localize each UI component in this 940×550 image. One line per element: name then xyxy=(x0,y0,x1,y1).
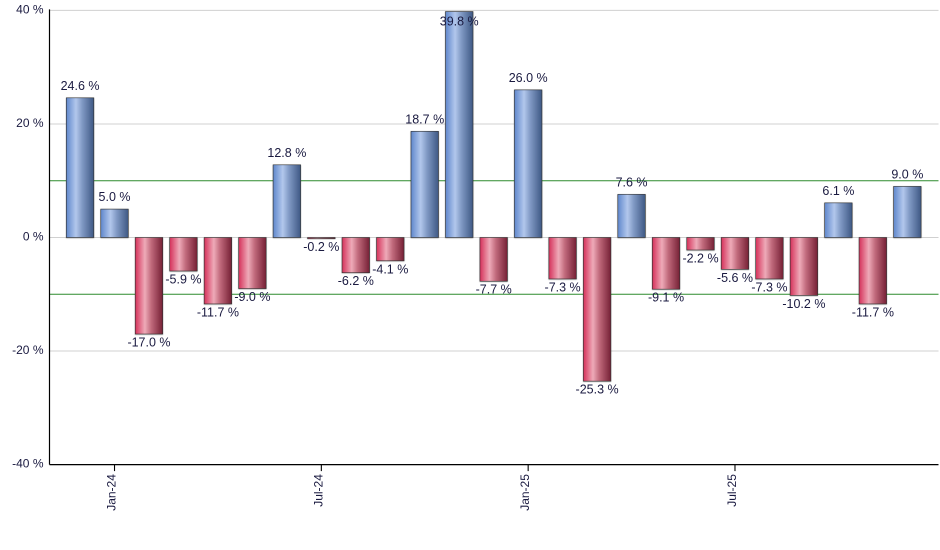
svg-text:9.0 %: 9.0 % xyxy=(891,167,923,181)
svg-text:6.1 %: 6.1 % xyxy=(822,184,854,198)
svg-text:12.8 %: 12.8 % xyxy=(267,146,306,160)
svg-text:-7.7 %: -7.7 % xyxy=(476,283,512,297)
svg-text:5.0 %: 5.0 % xyxy=(99,190,131,204)
svg-text:Jan-25: Jan-25 xyxy=(518,474,532,511)
svg-text:39.8 %: 39.8 % xyxy=(440,15,479,29)
svg-text:-40 %: -40 % xyxy=(12,457,44,471)
svg-text:20 %: 20 % xyxy=(16,116,44,130)
svg-text:-11.7 %: -11.7 % xyxy=(852,305,894,319)
svg-text:18.7 %: 18.7 % xyxy=(405,112,444,126)
svg-text:Jan-24: Jan-24 xyxy=(105,474,119,511)
svg-text:-9.1 %: -9.1 % xyxy=(648,291,684,305)
svg-text:-9.0 %: -9.0 % xyxy=(234,290,270,304)
svg-text:-25.3 %: -25.3 % xyxy=(576,383,619,397)
svg-text:-7.3 %: -7.3 % xyxy=(751,280,787,294)
svg-text:Jul-24: Jul-24 xyxy=(311,474,325,507)
svg-text:-10.2 %: -10.2 % xyxy=(782,297,825,311)
svg-text:Jul-25: Jul-25 xyxy=(725,474,739,507)
svg-text:-17.0 %: -17.0 % xyxy=(127,336,170,350)
svg-text:0 %: 0 % xyxy=(23,230,44,244)
svg-text:24.6 %: 24.6 % xyxy=(61,79,100,93)
svg-text:-11.7 %: -11.7 % xyxy=(197,305,239,319)
svg-text:26.0 %: 26.0 % xyxy=(509,71,548,85)
svg-text:-5.9 %: -5.9 % xyxy=(165,273,201,287)
svg-text:-20 %: -20 % xyxy=(12,343,44,357)
svg-text:-2.2 %: -2.2 % xyxy=(682,251,718,265)
svg-text:-5.6 %: -5.6 % xyxy=(717,271,753,285)
svg-text:-6.2 %: -6.2 % xyxy=(338,274,374,288)
svg-text:-7.3 %: -7.3 % xyxy=(545,280,581,294)
svg-text:-0.2 %: -0.2 % xyxy=(303,240,339,254)
svg-text:40 %: 40 % xyxy=(16,2,44,16)
svg-text:-4.1 %: -4.1 % xyxy=(372,262,408,276)
svg-text:7.6 %: 7.6 % xyxy=(616,175,648,189)
